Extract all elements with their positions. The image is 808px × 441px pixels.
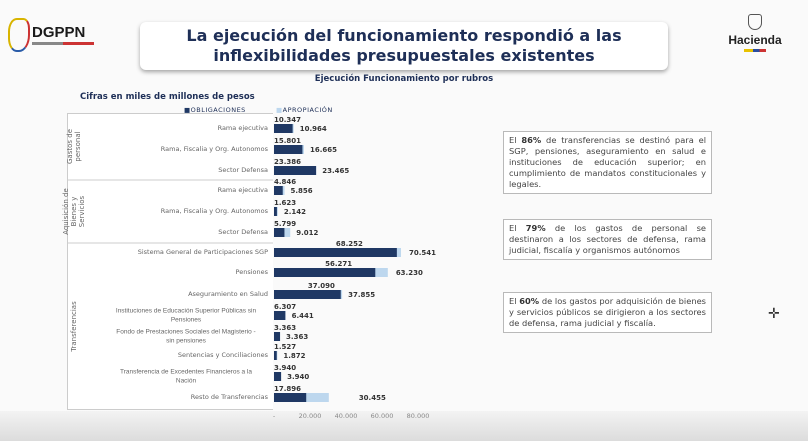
category-label: Aseguramiento en Salud [188,290,268,298]
logo-text: DGPPN [32,24,86,41]
slide-title: La ejecución del funcionamiento respondi… [140,22,668,70]
bar-obligaciones [274,207,277,216]
bar-obligaciones [274,166,317,175]
bar-obligaciones [274,228,285,237]
label-obligaciones: 56.271 [325,260,352,268]
label-apropiacion: 63.230 [396,269,423,277]
footer-band [0,411,808,441]
x-tick-label: 60.000 [371,412,394,420]
label-apropiacion: 9.012 [296,229,318,237]
x-tick-label: 40.000 [335,412,358,420]
bar-obligaciones [274,248,397,257]
label-obligaciones: 17.896 [274,385,301,393]
label-obligaciones: 6.307 [274,303,296,311]
category-label: Sistema General de Participaciones SGP [138,248,268,256]
group-label: personal [74,131,82,161]
bar-obligaciones [274,124,293,133]
label-obligaciones: 68.252 [336,240,363,248]
x-tick-label: - [273,412,276,420]
bar-obligaciones [274,186,283,195]
label-obligaciones: 15.801 [274,137,301,145]
group-label: Gastos de [66,129,74,164]
label-obligaciones: 10.347 [274,116,301,124]
group-label: Aquisición de [62,188,70,235]
category-label: Rama ejecutiva [218,124,268,132]
category-label: Resto de Transferencias [191,393,269,401]
label-apropiacion: 2.142 [284,208,306,216]
bar-obligaciones [274,268,376,277]
label-apropiacion: 30.455 [359,394,386,402]
label-obligaciones: 4.846 [274,178,296,186]
chart-title: Ejecución Funcionamiento por rubros [314,74,494,84]
group-label: Transferencias [70,301,78,353]
label-apropiacion: 16.665 [310,146,337,154]
flag-stripe [744,49,766,52]
note-transferencias: El 86% de transferencias se destinó para… [503,131,712,194]
label-apropiacion: 3.363 [286,333,308,341]
category-label: Pensiones [236,268,269,276]
label-apropiacion: 3.940 [287,373,309,381]
category-label: sin pensiones [166,338,206,345]
bar-obligaciones [274,290,341,299]
category-label: Instituciones de Educación Superior Públ… [116,308,257,315]
category-label: Rama, Fiscalia y Org. Autonomos [161,145,269,153]
category-label: Rama ejecutiva [218,186,268,194]
x-tick-label: 80.000 [407,412,430,420]
label-apropiacion: 1.872 [283,352,305,360]
category-label: Sector Defensa [218,166,268,174]
label-obligaciones: 3.363 [274,324,296,332]
bar-obligaciones [274,145,303,154]
label-apropiacion: 23.465 [322,167,349,175]
label-obligaciones: 23.386 [274,158,301,166]
label-apropiacion: 5.856 [291,187,313,195]
label-apropiacion: 70.541 [409,249,436,257]
category-label: Rama, Fiscalia y Org. Autonomos [161,207,269,215]
units-label: Cifras en miles de millones de pesos [80,92,255,102]
bar-obligaciones [274,372,282,381]
label-apropiacion: 6.441 [292,312,314,320]
category-panel [67,113,273,410]
category-label: Fondo de Prestaciones Sociales del Magis… [116,329,255,336]
legend-obligaciones: ■OBLIGACIONES [184,106,246,114]
label-apropiacion: 10.964 [300,125,327,133]
note-gastos-personal: El 79% de los gastos de personal se dest… [503,219,712,260]
category-label: Transferencia de Excedentes Financieros … [120,369,252,376]
move-cursor-icon: ✛ [768,306,780,322]
group-label: Bienes y [70,197,78,227]
title-line-1: La ejecución del funcionamiento respondi… [186,26,622,45]
title-line-2: inflexibilidades presupuestales existent… [213,46,595,65]
group-label: Servicios [78,195,86,227]
category-label: Pensiones [171,317,202,324]
category-label: Sector Defensa [218,228,268,236]
category-label: Sentencias y Conciliaciones [178,351,269,359]
label-obligaciones: 3.940 [274,364,296,372]
coat-of-arms-icon [748,14,762,30]
bar-obligaciones [274,332,281,341]
bar-obligaciones [274,311,286,320]
label-obligaciones: 37.090 [308,282,335,290]
dgppn-logo: DGPPN [8,18,98,54]
bar-obligaciones [274,351,277,360]
colombia-map-icon [8,18,30,52]
bar-obligaciones [274,393,307,402]
x-tick-label: 20.000 [299,412,322,420]
category-label: Nación [176,378,197,385]
label-obligaciones: 5.799 [274,220,296,228]
label-apropiacion: 37.855 [348,291,375,299]
hacienda-logo: Hacienda [720,14,790,52]
label-obligaciones: 1.527 [274,343,296,351]
label-obligaciones: 1.623 [274,199,296,207]
legend-apropiacion: ■APROPIACIÓN [276,106,333,114]
note-bienes-servicios: El 60% de los gastos por adquisición de … [503,292,712,333]
